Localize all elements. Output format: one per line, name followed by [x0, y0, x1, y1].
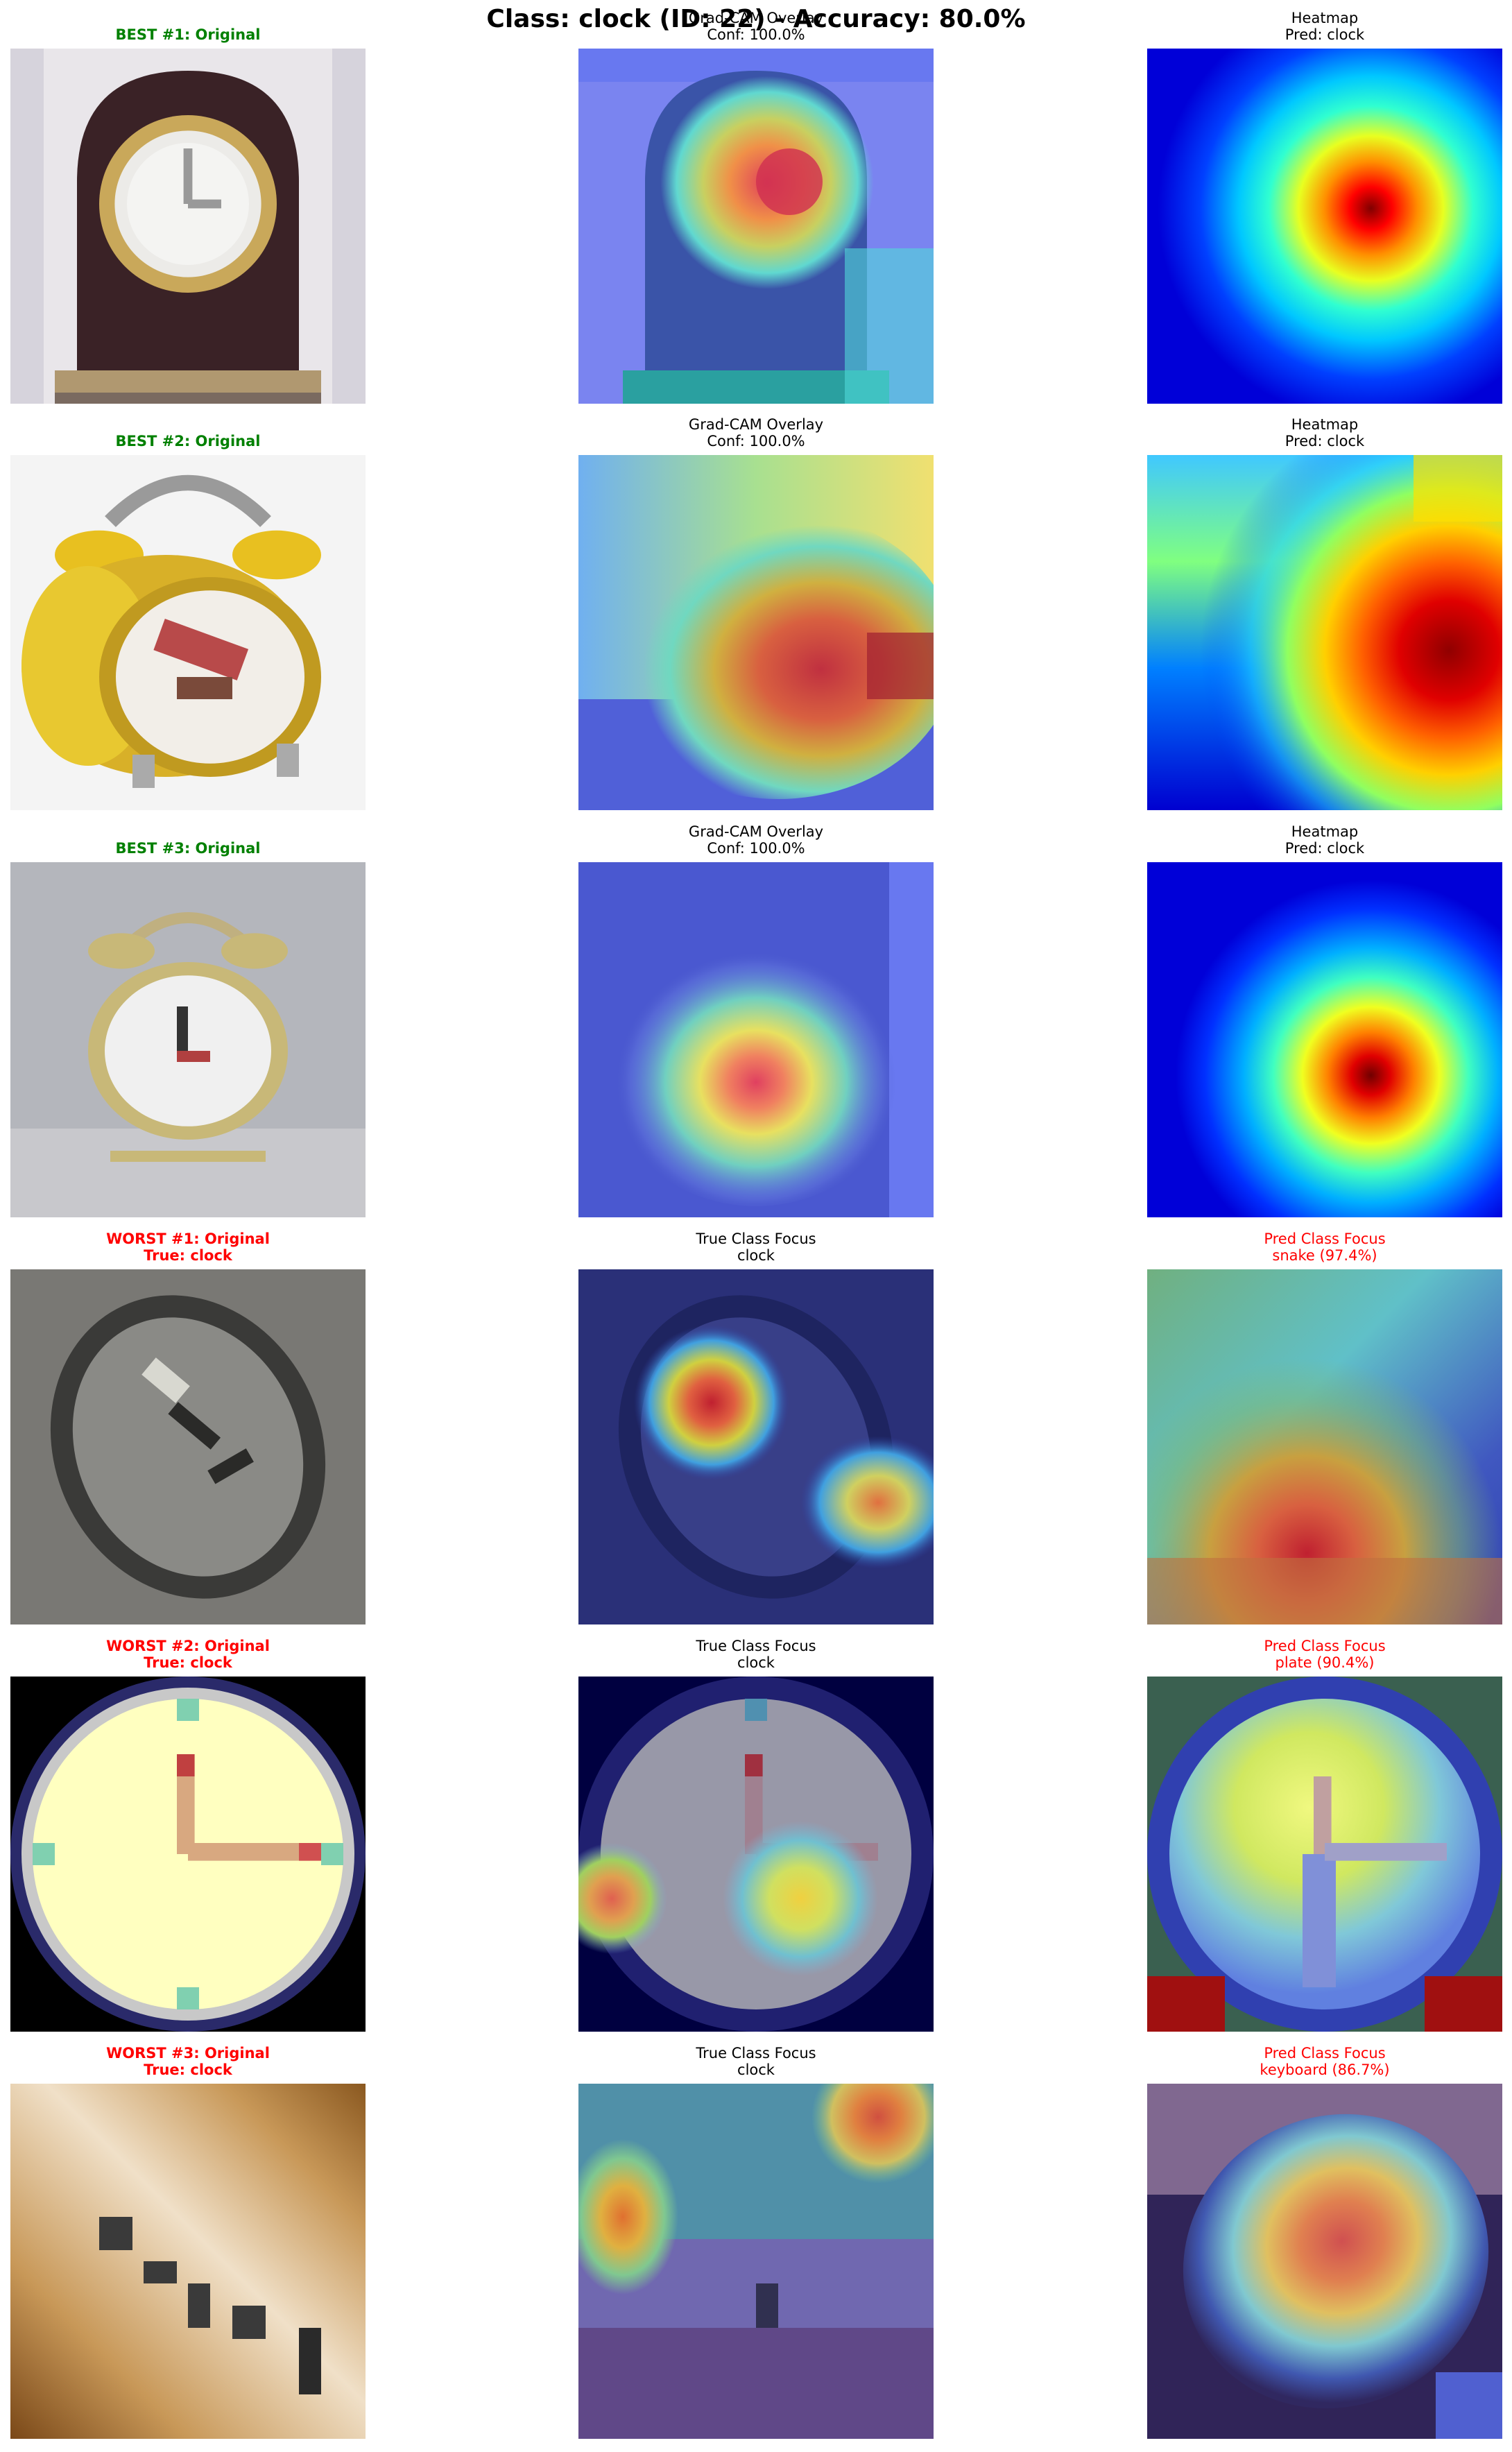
original-title-3: BEST #3: Original: [115, 840, 261, 857]
heatmap-title-6: Pred Class Focus keyboard (86.7%): [1260, 2045, 1390, 2078]
overlay-title-4: True Class Focus clock: [696, 1231, 816, 1264]
heatmap-3: [1147, 862, 1502, 1217]
original-title-5: WORST #2: Original True: clock: [106, 1638, 270, 1671]
heatmap-title-3: Heatmap Pred: clock: [1285, 823, 1365, 857]
overlay-title-3: Grad-CAM Overlay Conf: 100.0%: [688, 823, 824, 857]
overlay-title-1: Grad-CAM Overlay Conf: 100.0%: [688, 10, 824, 43]
heatmap-5: [1147, 1677, 1502, 2032]
original-image-4: [10, 1269, 366, 1624]
heatmap-4: [1147, 1269, 1502, 1624]
overlay-title-2: Grad-CAM Overlay Conf: 100.0%: [688, 416, 824, 449]
heatmap-title-1: Heatmap Pred: clock: [1285, 10, 1365, 43]
original-image-5: [10, 1677, 366, 2032]
gradcam-overlay-5: [578, 1677, 934, 2032]
heatmap-2: [1147, 455, 1502, 810]
gradcam-overlay-2: [578, 455, 934, 810]
original-image-1: [10, 49, 366, 404]
overlay-title-5: True Class Focus clock: [696, 1638, 816, 1671]
heatmap-title-2: Heatmap Pred: clock: [1285, 416, 1365, 449]
heatmap-title-5: Pred Class Focus plate (90.4%): [1264, 1638, 1386, 1671]
heatmap-1: [1147, 49, 1502, 404]
heatmap-title-4: Pred Class Focus snake (97.4%): [1264, 1231, 1386, 1264]
original-title-1: BEST #1: Original: [115, 26, 261, 43]
original-image-6: [10, 2084, 366, 2439]
gradcam-overlay-3: [578, 862, 934, 1217]
gradcam-overlay-1: [578, 49, 934, 404]
figure-title: Class: clock (ID: 22) - Accuracy: 80.0%: [486, 5, 1026, 33]
heatmap-6: [1147, 2084, 1502, 2439]
gradcam-overlay-6: [578, 2084, 934, 2439]
overlay-title-6: True Class Focus clock: [696, 2045, 816, 2078]
original-title-2: BEST #2: Original: [115, 433, 261, 449]
original-image-2: [10, 455, 366, 810]
gradcam-overlay-4: [578, 1269, 934, 1624]
original-image-3: [10, 862, 366, 1217]
original-title-4: WORST #1: Original True: clock: [106, 1231, 270, 1264]
original-title-6: WORST #3: Original True: clock: [106, 2045, 270, 2078]
